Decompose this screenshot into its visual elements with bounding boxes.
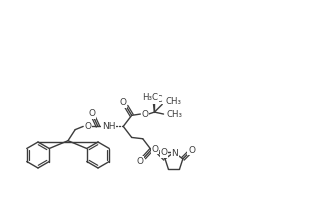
Text: NH: NH xyxy=(102,122,116,131)
Text: H₃C: H₃C xyxy=(147,95,162,104)
Text: O: O xyxy=(120,98,127,107)
Text: O: O xyxy=(85,122,92,131)
Text: O: O xyxy=(141,109,148,119)
Text: O: O xyxy=(88,109,95,118)
Text: O: O xyxy=(152,145,159,154)
Text: O: O xyxy=(161,148,168,157)
Text: O: O xyxy=(188,146,195,155)
Text: CH₃: CH₃ xyxy=(166,110,182,119)
Text: O: O xyxy=(136,157,144,166)
Text: H₃C: H₃C xyxy=(142,93,159,102)
Text: N: N xyxy=(172,149,178,158)
Text: CH₃: CH₃ xyxy=(166,97,182,106)
